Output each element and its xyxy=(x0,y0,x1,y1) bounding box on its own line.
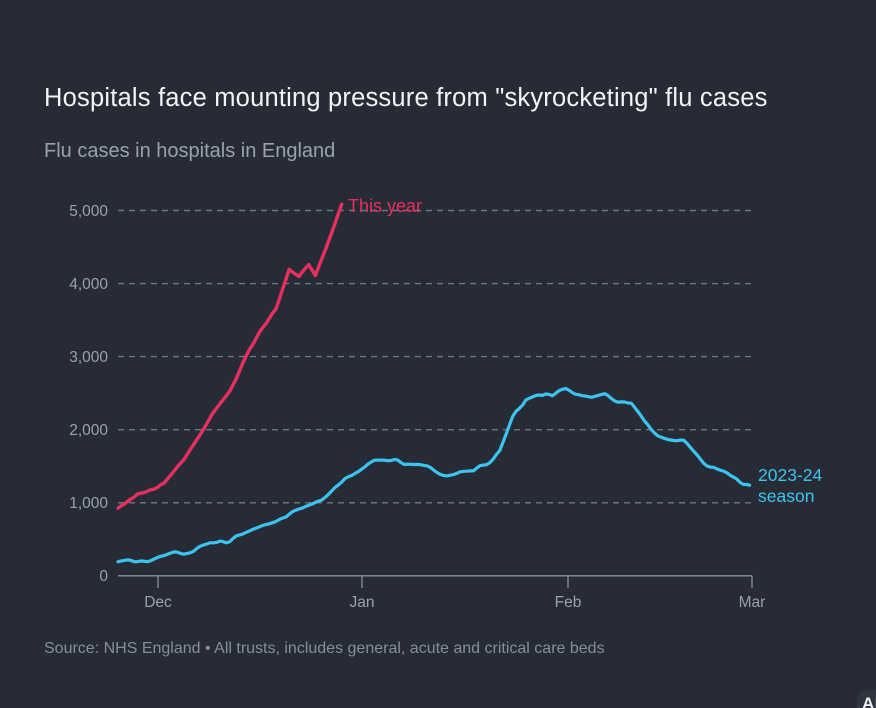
svg-text:Jan: Jan xyxy=(350,594,375,611)
svg-text:4,000: 4,000 xyxy=(69,276,108,293)
svg-text:This year: This year xyxy=(348,196,422,216)
svg-text:Dec: Dec xyxy=(144,594,172,611)
svg-text:0: 0 xyxy=(99,568,108,585)
svg-text:2023-24: 2023-24 xyxy=(758,465,822,485)
svg-text:Feb: Feb xyxy=(555,594,582,611)
svg-text:season: season xyxy=(758,486,814,506)
svg-text:Mar: Mar xyxy=(739,594,766,611)
svg-text:2,000: 2,000 xyxy=(69,422,108,439)
svg-text:3,000: 3,000 xyxy=(69,349,108,366)
svg-text:5,000: 5,000 xyxy=(69,203,108,220)
svg-text:1,000: 1,000 xyxy=(69,495,108,512)
